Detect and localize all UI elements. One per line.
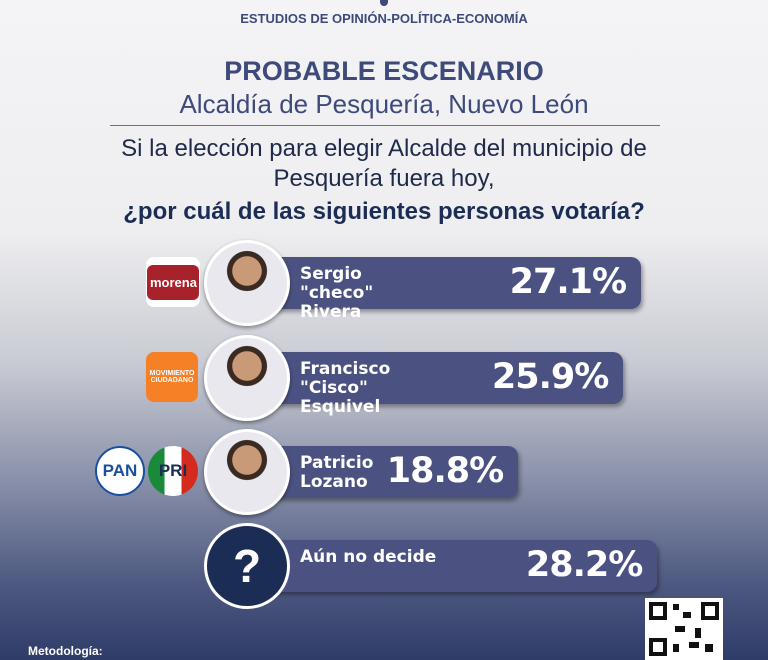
category-label: Patricio Lozano [300,453,374,492]
candidate-photo [204,335,290,421]
question: Si la elección para elegir Alcalde del m… [121,135,647,162]
bar [240,540,658,592]
bar [240,352,624,404]
value-label: 25.9% [491,357,609,397]
party-logo: MOVIMIENTO CIUDADANO [146,352,198,402]
header: ESTUDIOS DE OPINIÓN-POLÍTICA-ECONOMÍA [240,11,528,26]
category-label: Sergio "checo" Rivera [300,264,374,322]
subtitle: Alcaldía de Pesquería, Nuevo León [179,89,589,119]
value-label: 27.1% [509,262,627,302]
undecided-icon: ? [204,523,290,609]
party-logo: morena [146,257,200,307]
party-logo-text: morena [147,264,199,300]
title: PROBABLE ESCENARIO [224,56,544,86]
party-logo: PAN [95,446,145,496]
value-label: 18.8% [386,451,504,491]
party-logo: PRI [148,446,198,496]
question: ¿por cuál de las siguientes personas vot… [123,198,645,225]
qr-code [645,598,723,660]
candidate-photo [204,429,290,515]
candidate-photo [204,240,290,326]
footer: Metodología: [28,644,103,658]
value-label: 28.2% [525,545,643,585]
bar [240,257,642,309]
divider [110,125,660,126]
category-label: Aún no decide [300,547,437,567]
category-label: Francisco "Cisco" Esquivel [300,359,391,417]
logo-mark [380,0,388,6]
question: Pesquería fuera hoy, [273,165,495,192]
